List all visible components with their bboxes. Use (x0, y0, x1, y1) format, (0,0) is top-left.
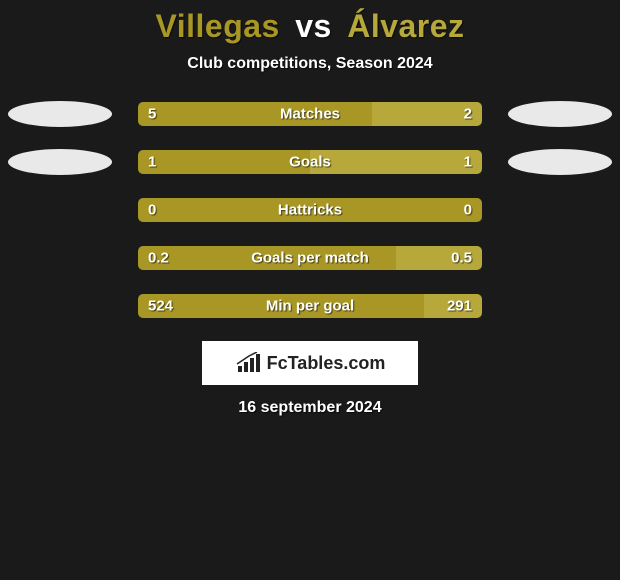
stat-value-left: 0.2 (148, 250, 169, 267)
stat-bar: 0.2 0.5 Goals per match (138, 246, 482, 270)
stat-bar: 1 1 Goals (138, 150, 482, 174)
page-title: Villegas vs Álvarez (0, 8, 620, 45)
stat-label: Goals per match (251, 250, 369, 267)
stats-list: 5 2 Matches 1 1 Goals 0 0 Hattricks 0.2 0.5 Goals p… (0, 101, 620, 319)
logo-box: FcTables.com (202, 341, 418, 385)
stat-row: 524 291 Min per goal (0, 293, 620, 319)
bar-chart-icon (235, 352, 263, 374)
stat-row: 1 1 Goals (0, 149, 620, 175)
player1-badge (8, 101, 112, 127)
stat-bar: 5 2 Matches (138, 102, 482, 126)
stat-bar: 0 0 Hattricks (138, 198, 482, 222)
stat-label: Matches (280, 106, 340, 123)
stat-label: Goals (289, 154, 331, 171)
stat-value-right: 0.5 (451, 250, 472, 267)
player2-name: Álvarez (347, 8, 464, 44)
stat-bar: 524 291 Min per goal (138, 294, 482, 318)
player2-badge (508, 101, 612, 127)
stat-label: Hattricks (278, 202, 342, 219)
date-text: 16 september 2024 (0, 399, 620, 417)
logo-text: FcTables.com (267, 353, 386, 374)
stat-row: 5 2 Matches (0, 101, 620, 127)
stat-row: 0.2 0.5 Goals per match (0, 245, 620, 271)
subtitle: Club competitions, Season 2024 (0, 55, 620, 73)
player1-badge (8, 149, 112, 175)
player1-name: Villegas (155, 8, 279, 44)
stat-value-right: 2 (464, 106, 472, 123)
bar-segment-left (138, 150, 310, 174)
stat-value-right: 0 (464, 202, 472, 219)
stat-value-left: 1 (148, 154, 156, 171)
stat-value-left: 524 (148, 298, 173, 315)
stat-value-left: 5 (148, 106, 156, 123)
stat-label: Min per goal (266, 298, 354, 315)
vs-text: vs (295, 8, 332, 44)
stat-value-left: 0 (148, 202, 156, 219)
bar-segment-right (310, 150, 482, 174)
stat-value-right: 1 (464, 154, 472, 171)
logo: FcTables.com (235, 352, 386, 374)
stat-row: 0 0 Hattricks (0, 197, 620, 223)
comparison-infographic: Villegas vs Álvarez Club competitions, S… (0, 0, 620, 417)
stat-value-right: 291 (447, 298, 472, 315)
player2-badge (508, 149, 612, 175)
